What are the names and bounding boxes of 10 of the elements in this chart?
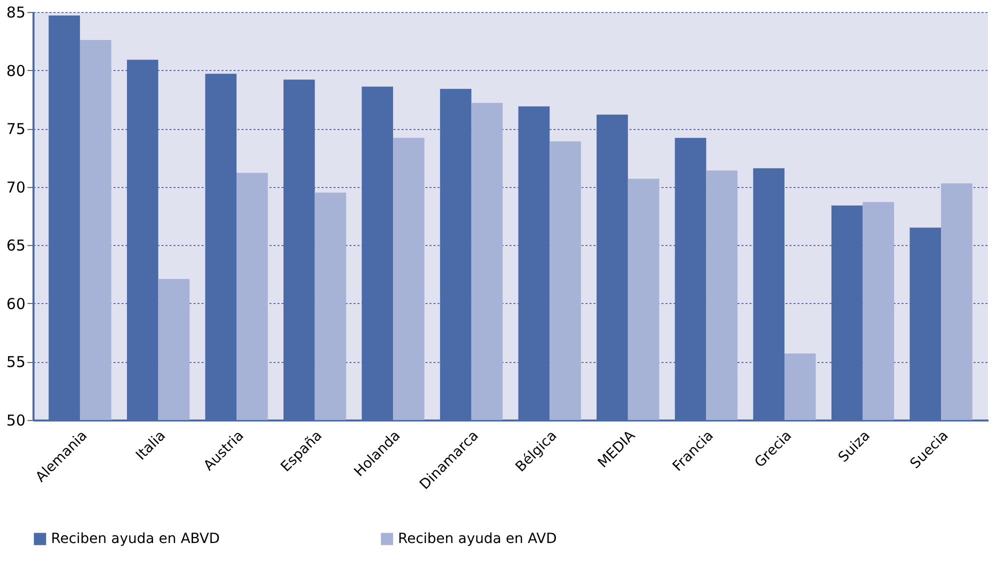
legend-label: Reciben ayuda en AVD — [398, 531, 557, 547]
y-tick-label: 70 — [6, 178, 26, 196]
y-tick-label: 85 — [6, 4, 26, 22]
y-tick-label: 60 — [6, 294, 26, 313]
legend-label: Reciben ayuda en ABVD — [51, 531, 220, 547]
y-tick-label: 50 — [6, 412, 26, 430]
y-tick-label: 65 — [6, 236, 26, 255]
y-tick-label: 55 — [6, 353, 26, 372]
y-tick-label: 80 — [6, 62, 26, 80]
y-tick-label: 75 — [6, 120, 26, 138]
